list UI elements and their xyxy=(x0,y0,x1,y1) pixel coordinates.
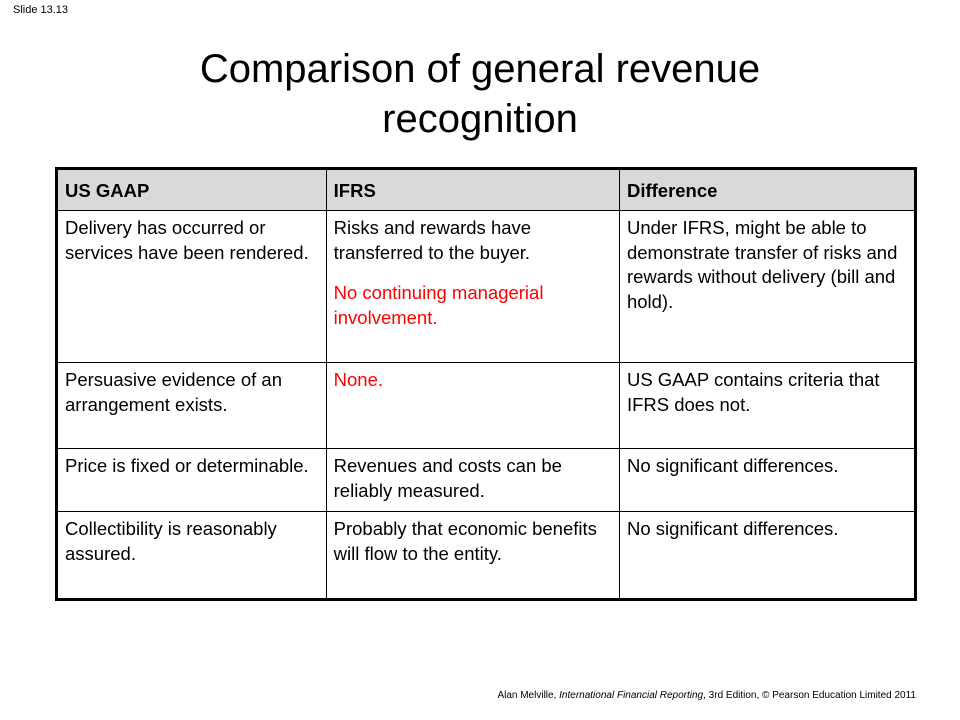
table-row: Delivery has occurred or services have b… xyxy=(56,210,917,363)
slide-title-line-2: recognition xyxy=(382,97,578,141)
cell-us-gaap: Persuasive evidence of an arrangement ex… xyxy=(56,362,327,449)
header-us-gaap: US GAAP xyxy=(56,168,327,211)
cell-ifrs-highlight: No continuing managerial involvement. xyxy=(333,282,544,328)
cell-difference: No significant differences. xyxy=(618,511,917,600)
table-row: Collectibility is reasonably assured. Pr… xyxy=(56,511,917,600)
cell-ifrs: None. xyxy=(325,362,620,449)
cell-difference: US GAAP contains criteria that IFRS does… xyxy=(618,362,917,449)
header-ifrs: IFRS xyxy=(325,168,620,211)
cell-ifrs: Revenues and costs can be reliably measu… xyxy=(325,448,620,512)
footer-citation: Alan Melville, International Financial R… xyxy=(497,690,916,701)
slide-title: Comparison of general revenue recognitio… xyxy=(100,44,860,144)
cell-us-gaap: Delivery has occurred or services have b… xyxy=(56,210,327,363)
cell-ifrs: Risks and rewards have transferred to th… xyxy=(325,210,620,363)
cell-ifrs: Probably that economic benefits will flo… xyxy=(325,511,620,600)
footer-author: Alan Melville, xyxy=(497,690,560,701)
cell-difference: Under IFRS, might be able to demonstrate… xyxy=(618,210,917,363)
footer-book-title: International Financial Reporting xyxy=(559,690,704,701)
slide-title-line-1: Comparison of general revenue xyxy=(199,47,761,91)
comparison-table: US GAAP IFRS Difference Delivery has occ… xyxy=(55,167,917,601)
footer-edition: , 3rd Edition, © Pearson Education Limit… xyxy=(703,690,916,701)
table-header-row: US GAAP IFRS Difference xyxy=(56,168,917,211)
cell-us-gaap: Price is fixed or determinable. xyxy=(56,448,327,512)
slide-number: Slide 13.13 xyxy=(13,4,69,16)
cell-ifrs-text: Risks and rewards have transferred to th… xyxy=(333,217,532,263)
table-row: Persuasive evidence of an arrangement ex… xyxy=(56,362,917,449)
cell-difference: No significant differences. xyxy=(618,448,917,512)
table-row: Price is fixed or determinable. Revenues… xyxy=(56,448,917,512)
header-difference: Difference xyxy=(618,168,917,211)
cell-us-gaap: Collectibility is reasonably assured. xyxy=(56,511,327,600)
